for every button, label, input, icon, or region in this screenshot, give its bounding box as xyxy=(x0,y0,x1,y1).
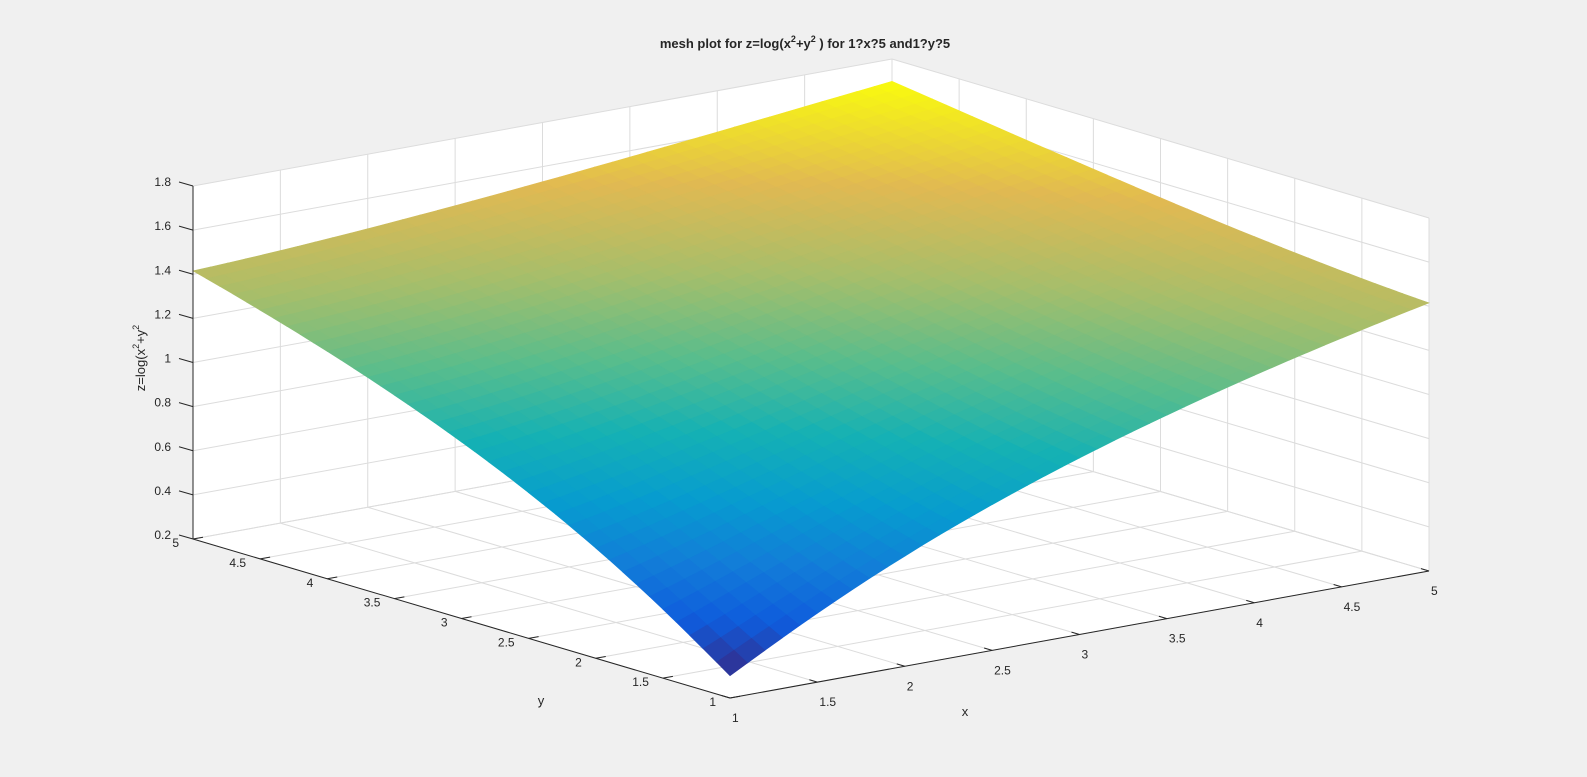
x-tick-label: 3.5 xyxy=(1169,632,1186,646)
axes-lines xyxy=(178,181,1430,699)
z-tick-label: 0.4 xyxy=(154,484,171,498)
z-tick-label: 0.8 xyxy=(154,396,171,410)
x-tick-mark xyxy=(721,695,731,699)
y-tick-label: 5 xyxy=(172,536,179,550)
x-tick-mark xyxy=(1158,615,1168,620)
z-tick-label: 1.2 xyxy=(154,307,171,321)
x-tick-mark xyxy=(1071,631,1080,635)
z-tick-mark xyxy=(178,269,194,275)
grid-line-z-back xyxy=(192,58,893,187)
grid-line-y-floor xyxy=(528,510,1228,639)
x-tick-label: 1.5 xyxy=(819,695,836,709)
z-axis-label: z=log(x2+y2 xyxy=(131,325,148,391)
x-tick-label: 4.5 xyxy=(1344,600,1361,614)
z-tick-mark xyxy=(178,534,194,540)
grid-line-z-side xyxy=(891,58,1430,219)
y-axis-label: y xyxy=(538,693,545,708)
mesh-cell xyxy=(716,649,748,677)
y-tick-mark xyxy=(729,695,741,699)
chart-title: mesh plot for z=log(x2+y2 ) for 1?x?5 an… xyxy=(660,34,950,51)
x-axis-label: x xyxy=(962,704,969,719)
z-tick-mark xyxy=(178,225,194,231)
y-tick-label: 3.5 xyxy=(364,596,381,610)
x-tick-label: 1 xyxy=(732,711,739,725)
x-tick-mark xyxy=(1333,583,1342,588)
z-tick-mark xyxy=(178,402,194,408)
tick-labels: 11.522.533.544.5511.522.533.544.550.20.4… xyxy=(154,175,1438,725)
y-tick-mark xyxy=(528,636,539,639)
z-tick-mark xyxy=(178,490,194,496)
z-tick-label: 1.4 xyxy=(154,263,171,277)
x-tick-mark xyxy=(1420,568,1430,572)
z-tick-label: 1.8 xyxy=(154,175,171,189)
y-tick-mark xyxy=(662,675,673,679)
x-tick-mark xyxy=(983,647,993,651)
x-tick-label: 4 xyxy=(1256,616,1263,630)
z-tick-mark xyxy=(178,181,194,187)
x-tick-label: 5 xyxy=(1431,584,1438,598)
x-tick-mark xyxy=(896,663,905,667)
y-tick-mark xyxy=(327,576,338,580)
y-tick-mark xyxy=(260,556,271,560)
x-tick-label: 2 xyxy=(907,679,914,693)
z-tick-mark xyxy=(178,446,194,452)
y-tick-label: 4.5 xyxy=(229,556,246,570)
z-tick-label: 1.6 xyxy=(154,219,171,233)
y-tick-mark xyxy=(394,596,405,600)
z-tick-label: 0.6 xyxy=(154,440,171,454)
x-tick-mark xyxy=(1246,599,1255,604)
y-tick-label: 2 xyxy=(575,655,582,669)
z-tick-mark xyxy=(178,358,194,363)
y-tick-mark xyxy=(595,655,606,659)
z-tick-mark xyxy=(178,313,194,319)
grid-line-y-floor xyxy=(662,550,1362,679)
y-tick-label: 4 xyxy=(307,576,314,590)
x-tick-label: 3 xyxy=(1082,648,1089,662)
mesh-surface xyxy=(192,80,1430,677)
y-tick-label: 1 xyxy=(709,695,716,709)
y-tick-mark xyxy=(192,536,204,540)
z-tick-label: 1 xyxy=(164,352,171,366)
y-tick-label: 3 xyxy=(441,616,448,630)
z-tick-label: 0.2 xyxy=(154,528,171,542)
x-tick-mark xyxy=(809,679,818,683)
y-tick-label: 1.5 xyxy=(632,675,649,689)
x-tick-label: 2.5 xyxy=(994,663,1011,677)
y-tick-mark xyxy=(461,616,472,619)
y-tick-label: 2.5 xyxy=(498,635,515,649)
